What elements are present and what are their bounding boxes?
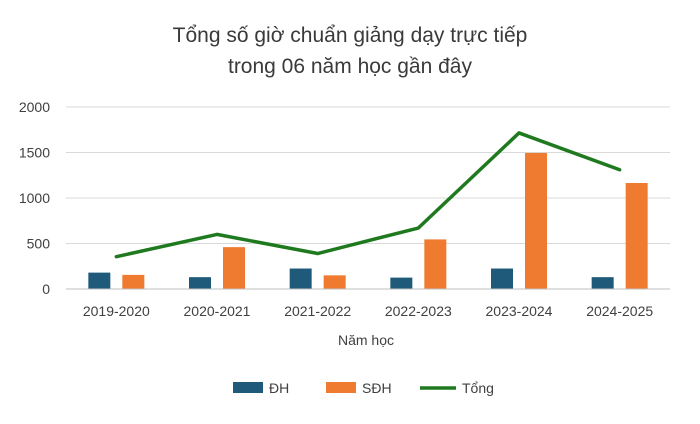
bar-dh bbox=[88, 273, 110, 289]
bar-dh bbox=[290, 269, 312, 289]
x-tick-label: 2022-2023 bbox=[385, 303, 452, 319]
legend-label: SĐH bbox=[362, 380, 392, 396]
y-tick-label: 500 bbox=[27, 236, 51, 252]
x-axis-label: Năm học bbox=[338, 332, 394, 348]
legend-label: ĐH bbox=[269, 380, 289, 396]
gridlines bbox=[66, 107, 670, 244]
bar-dh bbox=[390, 278, 412, 289]
bar-dh bbox=[189, 277, 211, 289]
x-tick-label: 2021-2022 bbox=[284, 303, 351, 319]
x-axis-ticks: 2019-2020 2020-2021 2021-2022 2022-2023 2023… bbox=[83, 303, 653, 319]
legend-swatch bbox=[233, 382, 263, 393]
chart-title-line-1: Tổng số giờ chuẩn giảng dạy trực tiếp bbox=[173, 24, 528, 47]
legend-swatch bbox=[326, 382, 356, 393]
bar-sdh bbox=[223, 247, 245, 289]
y-tick-label: 2000 bbox=[19, 99, 50, 115]
x-tick-label: 2023-2024 bbox=[486, 303, 553, 319]
y-tick-label: 0 bbox=[42, 281, 50, 297]
bar-sdh bbox=[122, 275, 144, 289]
bar-sdh bbox=[525, 153, 547, 289]
bars bbox=[88, 153, 647, 289]
y-tick-label: 1000 bbox=[19, 190, 50, 206]
chart-title-line-2: trong 06 năm học gần đây bbox=[228, 55, 473, 78]
legend-label: Tổng bbox=[462, 380, 494, 396]
bar-sdh bbox=[626, 183, 648, 289]
x-tick-label: 2019-2020 bbox=[83, 303, 150, 319]
bar-dh bbox=[491, 269, 513, 289]
bar-sdh bbox=[424, 239, 446, 289]
bar-sdh bbox=[324, 275, 346, 289]
x-tick-label: 2020-2021 bbox=[184, 303, 251, 319]
x-tick-label: 2024-2025 bbox=[586, 303, 653, 319]
legend: ĐH SĐH Tổng bbox=[233, 380, 494, 396]
bar-dh bbox=[592, 277, 614, 289]
y-tick-label: 1500 bbox=[19, 145, 50, 161]
y-axis-ticks: 0 500 1000 1500 2000 bbox=[19, 99, 50, 297]
